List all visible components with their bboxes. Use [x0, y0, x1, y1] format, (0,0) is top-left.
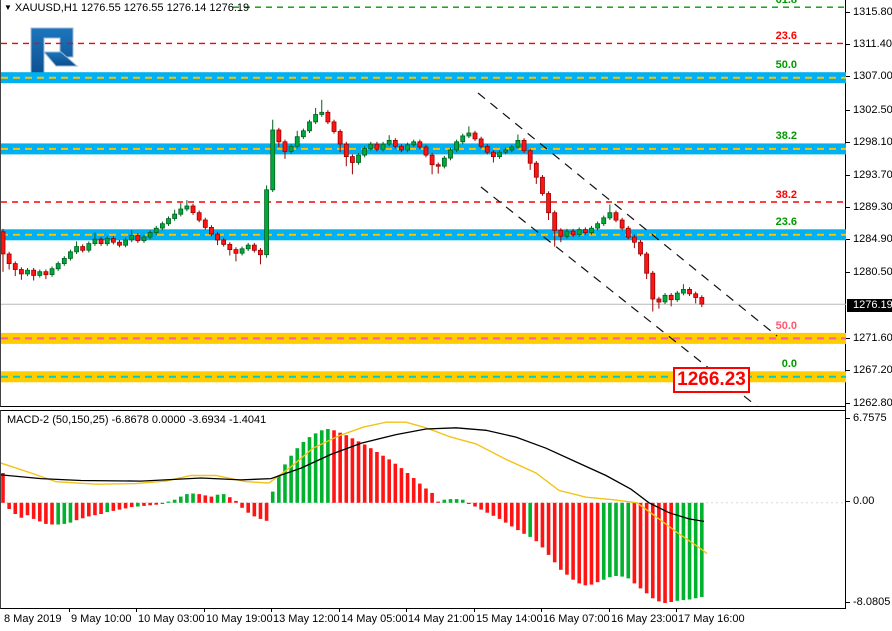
time-axis-tick — [541, 608, 542, 612]
macd-axis-tick — [846, 501, 850, 503]
time-axis-label: 10 May 03:00 — [138, 613, 205, 625]
price-axis-label: 1262.80 — [853, 396, 892, 409]
price-axis-tick — [846, 239, 850, 241]
time-axis-label: 17 May 16:00 — [678, 613, 745, 625]
price-axis-label: 1280.50 — [853, 265, 892, 278]
fib-level-label: 50.0 — [775, 59, 797, 72]
time-axis-label: 13 May 12:00 — [273, 613, 340, 625]
current-price-badge: 1276.19 — [847, 299, 892, 312]
symbol-ohlc-text: XAUUSD,H1 1276.55 1276.55 1276.14 1276.1… — [14, 2, 250, 14]
macd-chart-canvas[interactable] — [1, 411, 846, 606]
price-axis[interactable]: 1276.19 1315.80 1311.40 1307.00 1302.50 1298… — [845, 0, 892, 609]
fib-level-label: 23.6 — [775, 30, 797, 43]
time-axis-label: 14 May 05:00 — [341, 613, 408, 625]
time-axis-label: 10 May 19:00 — [206, 613, 273, 625]
candlestick-chart-canvas[interactable] — [1, 0, 846, 406]
time-axis-tick — [204, 608, 205, 612]
time-axis-label: 8 May 2019 — [4, 613, 62, 625]
macd-axis-tick — [846, 417, 850, 419]
fib-level-label: 61.8 — [775, 0, 797, 7]
symbol-ohlc-header: ▼ XAUUSD,H1 1276.55 1276.55 1276.14 1276.… — [4, 2, 249, 14]
price-target-callout: 1266.23 — [673, 367, 750, 393]
price-axis-label: 1271.60 — [853, 331, 892, 344]
time-axis-tick — [676, 608, 677, 612]
price-axis-tick — [846, 76, 850, 78]
time-axis-label: 15 May 14:00 — [476, 613, 543, 625]
time-axis-label: 14 May 21:00 — [408, 613, 475, 625]
fib-level-label: 50.0 — [775, 319, 797, 332]
price-axis-label: 1315.80 — [853, 5, 892, 18]
fib-level-label: 23.6 — [775, 216, 797, 229]
price-axis-label: 1289.30 — [853, 201, 892, 213]
fib-level-label: 38.2 — [775, 188, 797, 201]
roboforex-logo-watermark — [30, 27, 79, 79]
time-axis-tick — [609, 608, 610, 612]
price-axis-tick — [846, 174, 850, 176]
fib-level-label: 38.2 — [775, 130, 797, 143]
time-axis-tick — [69, 608, 70, 612]
price-axis-tick — [846, 370, 850, 372]
price-axis-tick — [846, 337, 850, 339]
time-axis[interactable]: 8 May 2019 9 May 10:00 10 May 03:00 10 May … — [0, 608, 845, 631]
price-axis-label: 1298.10 — [853, 136, 892, 149]
main-price-chart[interactable]: ▼ XAUUSD,H1 1276.55 1276.55 1276.14 1276.… — [0, 0, 846, 407]
chevron-down-icon[interactable]: ▼ — [4, 3, 12, 12]
price-axis-label: 1302.50 — [853, 103, 892, 116]
time-axis-tick — [136, 608, 137, 612]
time-axis-label: 16 May 23:00 — [611, 613, 678, 625]
price-axis-tick — [846, 109, 850, 111]
time-axis-tick — [474, 608, 475, 612]
macd-indicator-panel[interactable]: MACD-2 (50,150,25) -6.8678 0.0000 -3.693… — [0, 410, 846, 609]
price-axis-label: 1267.20 — [853, 364, 892, 377]
time-axis-tick — [271, 608, 272, 612]
price-axis-label: 1311.40 — [853, 37, 892, 50]
time-axis-tick — [406, 608, 407, 612]
price-axis-tick — [846, 11, 850, 13]
time-axis-label: 16 May 07:00 — [543, 613, 610, 625]
price-axis-tick — [846, 402, 850, 404]
price-axis-label: 1307.00 — [853, 70, 892, 83]
macd-axis-label: -8.0805 — [853, 595, 891, 608]
macd-axis-tick — [846, 601, 850, 603]
price-axis-tick — [846, 271, 850, 273]
price-axis-label: 1293.70 — [853, 168, 892, 181]
price-axis-label: 1284.90 — [853, 233, 892, 246]
macd-axis-label: 6.7575 — [853, 411, 887, 424]
macd-axis-label: 0.00 — [853, 495, 875, 508]
price-axis-tick — [846, 43, 850, 45]
price-axis-tick — [846, 207, 850, 208]
time-axis-tick — [339, 608, 340, 612]
price-axis-tick — [846, 142, 850, 144]
time-axis-label: 9 May 10:00 — [71, 613, 132, 625]
macd-indicator-label: MACD-2 (50,150,25) -6.8678 0.0000 -3.693… — [7, 414, 267, 426]
fib-level-label: 0.0 — [781, 358, 797, 371]
